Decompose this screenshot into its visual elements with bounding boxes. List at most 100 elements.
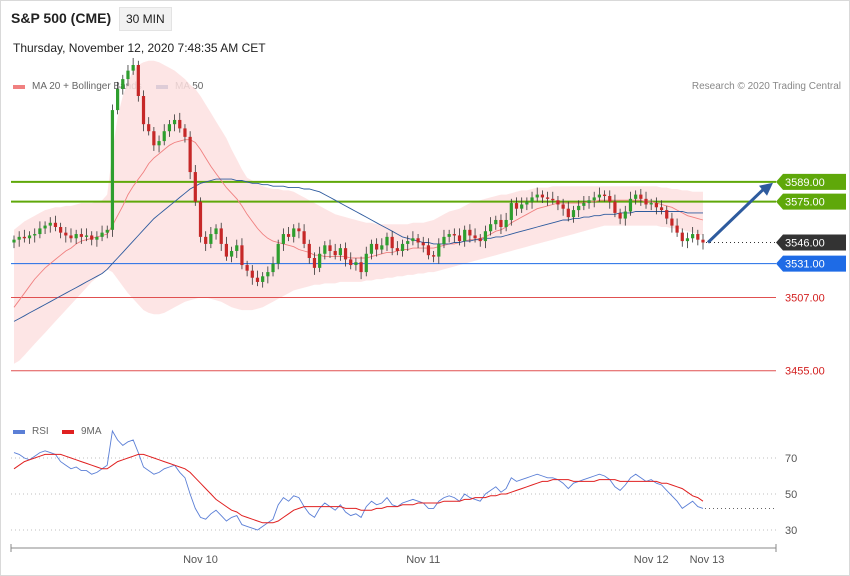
candle-body (504, 219, 508, 228)
candle-body (121, 79, 125, 89)
candle-body (499, 219, 503, 228)
candle-body (618, 212, 622, 219)
candle-body (452, 234, 456, 236)
timestamp: Thursday, November 12, 2020 7:48:35 AM C… (13, 41, 266, 55)
candle-body (639, 194, 643, 199)
candle-body (53, 222, 58, 228)
interval-selector[interactable]: 30 MIN (119, 7, 172, 31)
rsi-tick-label: 70 (785, 453, 797, 465)
candle-body (592, 197, 596, 201)
rsi-line (13, 429, 704, 531)
candle-body (84, 235, 89, 237)
candle-body (411, 238, 415, 242)
candle-body (266, 272, 270, 277)
candle-body (152, 131, 156, 146)
candle-body (167, 124, 172, 132)
candle-body (602, 194, 607, 197)
legend-swatch (62, 429, 74, 434)
rsi-tick-label: 50 (785, 489, 797, 501)
candle-body (561, 204, 565, 209)
instrument-title: S&P 500 (CME) (11, 10, 112, 26)
candle-body (90, 235, 94, 240)
candle-body (95, 236, 99, 240)
candle-body (48, 222, 52, 226)
x-tick-label: Nov 10 (183, 554, 218, 566)
candle-body (530, 197, 534, 202)
legend-rsi: RSI (13, 426, 49, 437)
candle-body (551, 198, 555, 201)
candle-body (131, 65, 135, 71)
level-label: 3575.00 (785, 197, 825, 209)
candle-body (302, 231, 306, 244)
legend-9ma: 9MA (62, 426, 102, 437)
forecast-arrow (706, 187, 766, 244)
candle-body (432, 255, 436, 257)
candle-body (696, 234, 700, 240)
x-tick-label: Nov 12 (634, 554, 669, 566)
candle-body (69, 235, 73, 239)
candle-body (556, 200, 560, 205)
candle-body (364, 253, 368, 273)
x-tick-label: Nov 13 (690, 554, 725, 566)
candle-body (250, 270, 254, 278)
candle-body (494, 219, 498, 225)
candle-body (328, 245, 332, 251)
candle-body (110, 110, 115, 230)
candle-body (116, 88, 120, 111)
candle-body (582, 203, 586, 206)
candle-body (172, 119, 177, 125)
rsi-9ma-line (13, 453, 704, 524)
candle-body (654, 203, 658, 208)
candle-body (59, 227, 63, 233)
candle-body (333, 250, 337, 256)
candle-body (286, 234, 291, 237)
candle-body (224, 243, 229, 257)
candle-body (323, 245, 327, 254)
candle-body (136, 65, 140, 96)
candle-body (659, 207, 664, 211)
x-tick-label: Nov 11 (406, 554, 440, 566)
candle-body (276, 243, 280, 264)
level-label: 3531.00 (785, 259, 825, 271)
level-label: 3546.00 (785, 238, 825, 250)
candle-body (162, 131, 166, 142)
candle-body (509, 203, 513, 220)
candle-body (271, 263, 275, 273)
candle-body (478, 238, 482, 242)
candle-body (628, 198, 633, 212)
candle-body (292, 228, 296, 237)
candle-body (64, 232, 68, 236)
candle-body (261, 276, 265, 282)
candle-body (649, 203, 653, 205)
candle-body (100, 232, 104, 237)
candle-body (17, 236, 21, 240)
candle-body (193, 172, 197, 202)
candle-body (701, 239, 705, 243)
rsi-tick-label: 30 (785, 525, 797, 537)
candle-body (281, 234, 285, 244)
candle-body (457, 235, 462, 242)
candle-body (209, 234, 213, 244)
candle-body (685, 238, 690, 242)
candle-body (566, 208, 570, 218)
candle-body (255, 277, 260, 282)
candle-body (545, 197, 550, 199)
candle-body (571, 210, 576, 218)
candle-body (12, 239, 16, 243)
candle-body (307, 243, 311, 258)
candle-body (468, 229, 472, 236)
candle-body (644, 198, 648, 205)
candle-body (447, 234, 451, 237)
candle-body (33, 234, 37, 236)
legend-label: MA 20 + Bollinger Bands (32, 81, 142, 92)
candle-body (473, 235, 477, 239)
level-label: 3507.00 (785, 292, 825, 304)
candle-body (204, 236, 208, 244)
candle-body (395, 248, 399, 251)
candle-body (183, 128, 187, 137)
candle-body (597, 194, 601, 198)
candle-body (390, 236, 394, 249)
candle-body (385, 236, 389, 246)
legend-ma20-bollinger: MA 20 + Bollinger Bands (13, 81, 142, 92)
